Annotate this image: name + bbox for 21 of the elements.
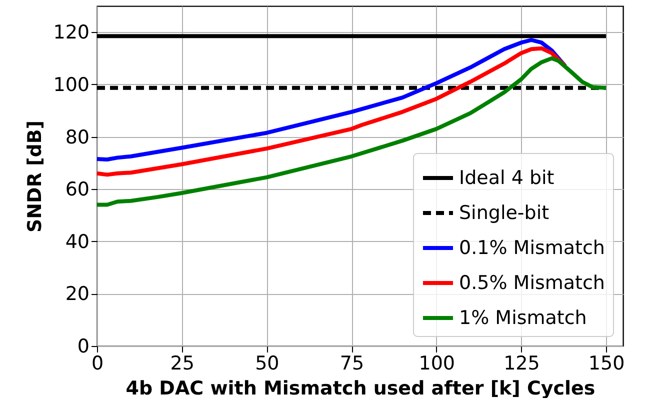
x-tick-label: 50 — [255, 352, 280, 374]
legend-label: 0.5% Mismatch — [459, 272, 605, 294]
y-tick-label: 0 — [77, 336, 90, 358]
legend-label: Ideal 4 bit — [459, 167, 554, 189]
y-tick-label: 40 — [65, 230, 90, 253]
line-series — [95, 38, 568, 162]
y-tick-label: 80 — [65, 126, 90, 148]
y-tick-label: 60 — [65, 178, 90, 201]
legend-label: 0.1% Mismatch — [459, 237, 605, 259]
y-tick-label: 100 — [53, 74, 90, 96]
x-tick-label: 125 — [504, 352, 540, 374]
y-tick-label: 120 — [53, 22, 90, 44]
x-tick-label: 100 — [418, 352, 455, 374]
x-tick-label: 0 — [91, 352, 104, 374]
x-tick-label: 25 — [170, 352, 194, 374]
x-tick-label: 75 — [340, 352, 364, 374]
legend-label: 1% Mismatch — [459, 307, 587, 329]
y-tick-label: 20 — [65, 283, 90, 306]
x-tick-label: 150 — [588, 352, 625, 374]
legend-label: Single-bit — [459, 202, 550, 224]
y-axis-title: SNDR [dB] — [24, 120, 46, 233]
